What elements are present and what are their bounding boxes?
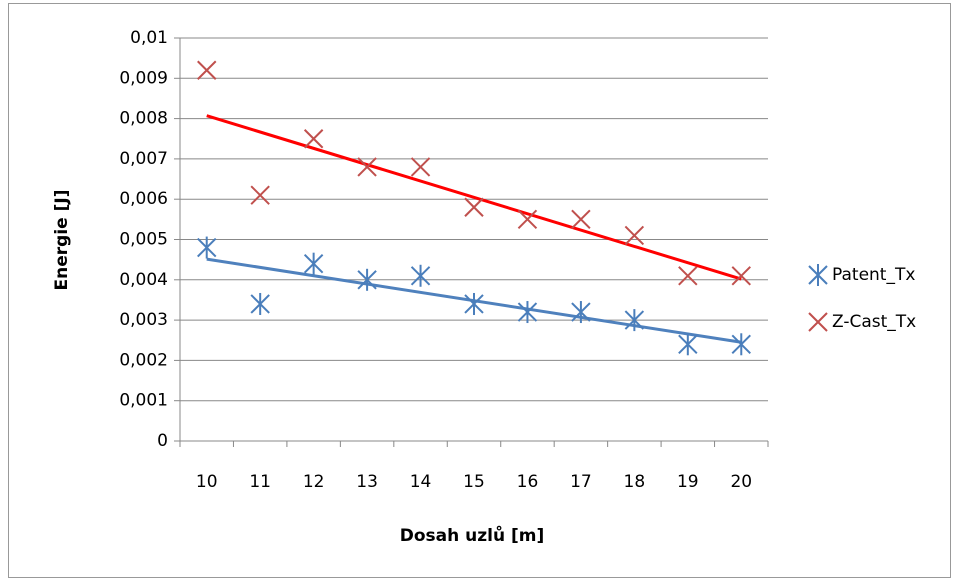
- marker-stroke: [357, 157, 377, 177]
- y-tick-label: 0,01: [130, 28, 168, 48]
- y-tick-label: 0,002: [119, 350, 168, 370]
- x-tick-label: 17: [570, 472, 592, 492]
- marker-stroke: [303, 129, 324, 149]
- y-tick-label: 0,009: [119, 68, 168, 88]
- marker-stroke: [410, 157, 431, 177]
- legend-marker: [808, 264, 828, 286]
- y-tick-label: 0,001: [119, 391, 168, 411]
- x-tick-label: 20: [730, 472, 752, 492]
- y-tick-label: 0,003: [119, 310, 168, 330]
- legend-label: Patent_Tx: [832, 265, 915, 285]
- y-tick-label: 0,004: [119, 270, 168, 290]
- data-point: [197, 236, 217, 259]
- data-point: [197, 60, 217, 80]
- x-tick-label: 15: [463, 472, 485, 492]
- x-tick-label: 18: [624, 472, 646, 492]
- y-tick-label: 0: [157, 431, 168, 451]
- data-point: [517, 209, 538, 230]
- data-point: [464, 292, 484, 315]
- marker-stroke: [624, 225, 645, 246]
- x-axis-title: Dosah uzlů [m]: [400, 524, 545, 546]
- data-point: [303, 252, 324, 275]
- marker-stroke: [678, 266, 698, 286]
- trendline: [206, 114, 742, 281]
- y-tick-label: 0,007: [119, 149, 168, 169]
- y-tick-label: 0,008: [119, 109, 168, 129]
- legend-label: Z-Cast_Tx: [832, 312, 916, 332]
- marker-stroke: [731, 266, 751, 286]
- data-point: [250, 185, 270, 205]
- data-point: [357, 157, 377, 177]
- data-point: [250, 292, 270, 315]
- x-tick-label: 13: [356, 472, 378, 492]
- data-point: [731, 266, 751, 286]
- data-point: [464, 197, 484, 217]
- data-point: [303, 129, 324, 149]
- y-tick-label: 0,006: [119, 189, 168, 209]
- x-tick-label: 11: [249, 472, 271, 492]
- chart-frame: [8, 3, 951, 578]
- marker-stroke: [197, 60, 217, 80]
- data-point: [571, 301, 591, 324]
- marker-stroke: [571, 209, 591, 230]
- data-point: [678, 333, 698, 356]
- data-point: [678, 266, 698, 286]
- marker-stroke: [250, 185, 270, 205]
- data-point: [410, 157, 431, 177]
- marker-stroke: [517, 209, 538, 230]
- x-tick-label: 14: [410, 472, 432, 492]
- data-point: [624, 309, 645, 332]
- legend-marker: [808, 312, 828, 332]
- data-point: [731, 333, 751, 356]
- data-point: [357, 268, 377, 291]
- data-point: [571, 209, 591, 230]
- data-point: [517, 301, 538, 324]
- marker-stroke: [808, 312, 828, 332]
- x-tick-label: 12: [303, 472, 325, 492]
- marker-stroke: [464, 197, 484, 217]
- y-tick-label: 0,005: [119, 230, 168, 250]
- y-axis-title: Energie [J]: [52, 190, 72, 291]
- data-point: [624, 225, 645, 246]
- x-tick-label: 16: [517, 472, 539, 492]
- x-tick-label: 10: [196, 472, 218, 492]
- x-tick-label: 19: [677, 472, 699, 492]
- data-point: [410, 264, 431, 287]
